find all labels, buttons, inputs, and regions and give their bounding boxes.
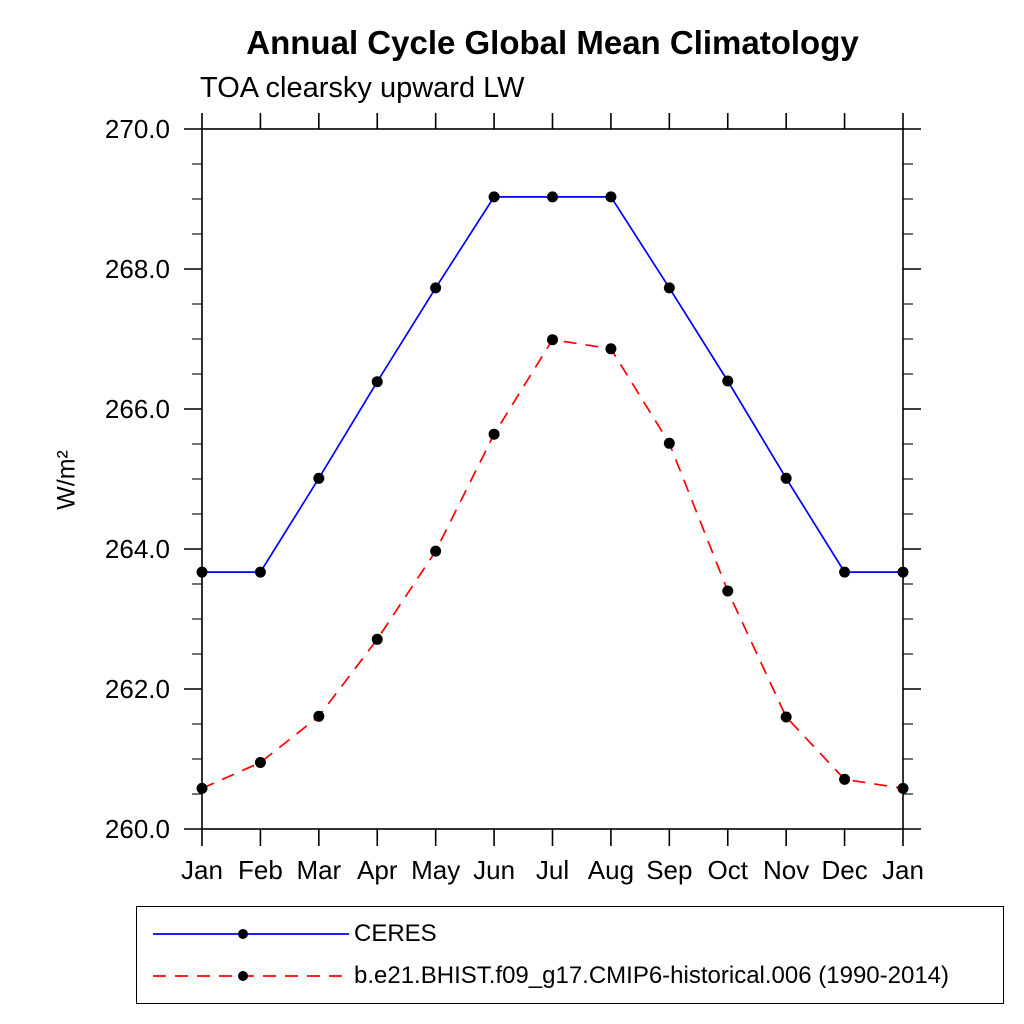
x-tick-label: Mar	[296, 855, 341, 885]
ceres-data-point-marker	[196, 566, 208, 578]
model-data-point-marker	[488, 428, 500, 440]
ceres-data-point-marker	[897, 566, 909, 578]
y-tick-label: 270.0	[105, 114, 170, 144]
model-data-point-marker	[313, 710, 325, 722]
model-data-point-marker	[722, 585, 734, 597]
ceres-line	[202, 196, 903, 573]
ceres-data-point-marker	[313, 472, 325, 484]
model-data-point-marker	[839, 773, 851, 785]
legend-entry-model: b.e21.BHIST.f09_g17.CMIP6-historical.006…	[151, 955, 1003, 997]
x-tick-label: May	[411, 855, 460, 885]
y-tick-label: 262.0	[105, 674, 170, 704]
model-data-point-marker	[547, 334, 558, 346]
ceres-data-point-marker	[663, 282, 675, 294]
x-tick-label: Apr	[357, 855, 398, 885]
legend-entry-ceres: CERES	[151, 913, 1003, 955]
legend-box: CERES b.e21.BHIST.f09_g17.CMIP6-historic…	[136, 906, 1004, 1004]
legend-sample-model-line	[153, 971, 349, 981]
y-tick-label: 268.0	[105, 254, 170, 284]
x-tick-label: Feb	[238, 855, 283, 885]
model-legend-marker	[238, 971, 248, 981]
ceres-data-point-marker	[839, 566, 851, 578]
model-data-point-marker	[254, 757, 266, 768]
ceres-data-point-marker	[547, 191, 558, 203]
ceres-data-point-marker	[488, 191, 500, 203]
legend-label-model: b.e21.BHIST.f09_g17.CMIP6-historical.006…	[354, 962, 950, 989]
ceres-data-point-marker	[371, 376, 383, 388]
ceres-data-point-marker	[780, 472, 792, 484]
x-tick-label: Dec	[821, 855, 867, 885]
ceres-data-point-marker	[605, 191, 617, 203]
plot-frame	[201, 128, 904, 830]
x-tick-label: Sep	[646, 855, 692, 885]
x-tick-label: Oct	[708, 855, 749, 885]
model-data-point-marker	[780, 711, 792, 723]
x-tick-label: Jun	[473, 855, 515, 885]
x-tick-label: Jan	[882, 855, 924, 885]
y-tick-label: 266.0	[105, 394, 170, 424]
chart-title: Annual Cycle Global Mean Climatology	[246, 24, 859, 61]
legend-sample-ceres-line	[153, 929, 349, 939]
model-data-point-marker	[371, 633, 383, 645]
model-line	[201, 338, 904, 790]
model-data-point-marker	[663, 437, 675, 449]
ceres-legend-marker	[238, 929, 248, 939]
y-tick-label: 264.0	[105, 534, 170, 564]
model-data-point-marker	[196, 782, 208, 794]
x-tick-label: Jul	[536, 855, 569, 885]
y-tick-label: 260.0	[105, 814, 170, 844]
model-data-point-marker	[897, 782, 909, 794]
x-tick-label: Aug	[588, 855, 634, 885]
ceres-data-point-marker	[254, 566, 266, 578]
x-tick-label: Jan	[181, 855, 223, 885]
ceres-data-point-marker	[722, 375, 734, 387]
model-data-point-marker	[430, 545, 442, 557]
x-tick-label: Nov	[763, 855, 809, 885]
chart-subtitle: TOA clearsky upward LW	[200, 72, 525, 104]
ceres-data-point-marker	[430, 282, 442, 294]
model-data-point-marker	[605, 343, 617, 355]
legend-label-ceres: CERES	[354, 920, 437, 947]
